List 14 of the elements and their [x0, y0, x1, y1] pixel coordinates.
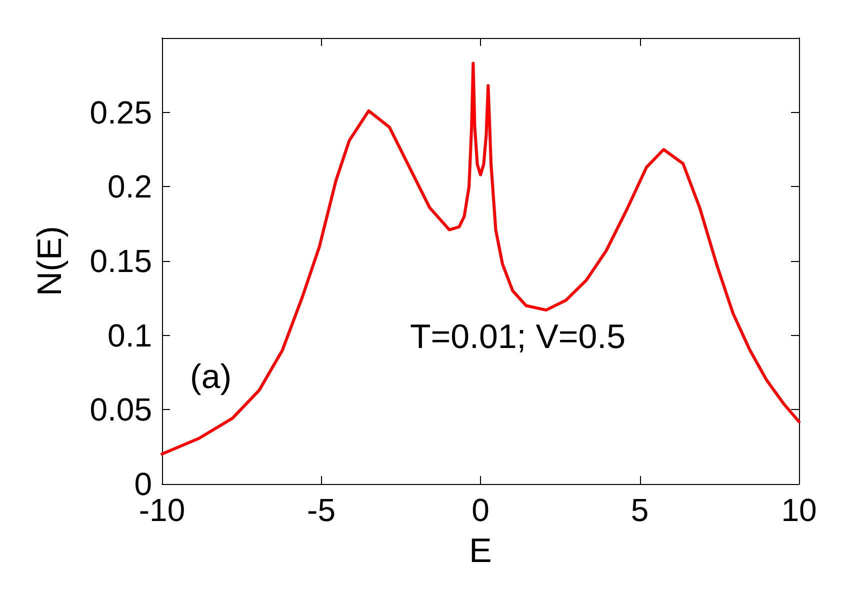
y-tick-label: 0.1 — [108, 317, 152, 354]
y-tick-label: 0.15 — [90, 243, 152, 279]
y-tick-label: 0.05 — [90, 392, 152, 428]
line-series — [160, 62, 800, 456]
x-axis-title: E — [469, 532, 492, 570]
y-axis-title: N(E) — [31, 226, 69, 296]
annotation: (a) — [190, 358, 232, 396]
x-tick-label: -5 — [307, 492, 336, 528]
y-tick-label: 0.25 — [90, 94, 152, 130]
x-tick-label: 10 — [781, 492, 817, 528]
annotation: T=0.01; V=0.5 — [410, 318, 626, 356]
x-tick-label: 5 — [630, 492, 649, 528]
x-tick-label: 0 — [472, 492, 490, 528]
y-tick-label: 0.2 — [108, 168, 152, 205]
